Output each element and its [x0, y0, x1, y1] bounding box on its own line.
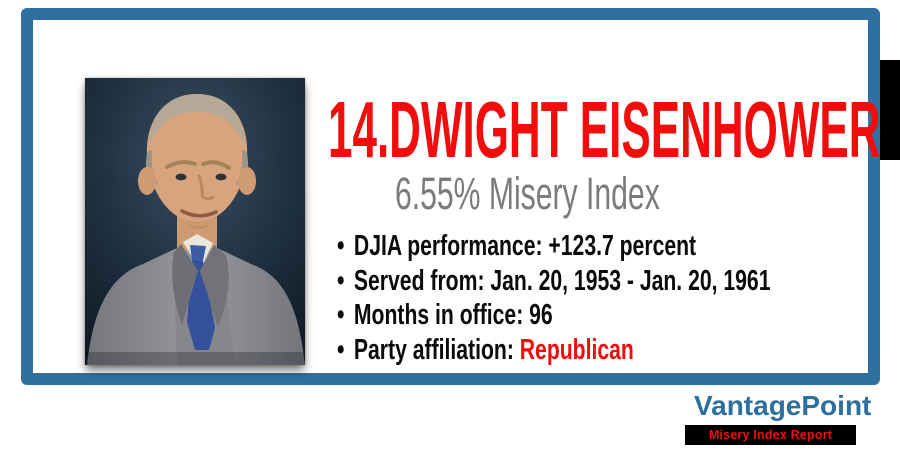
fact-months-in-office: • Months in office: 96: [337, 298, 900, 333]
party-name-highlight: Republican: [519, 333, 634, 366]
fact-party-affiliation: • Party affiliation: Republican: [337, 333, 900, 368]
fact-text: DJIA performance: +123.7 percent: [353, 230, 697, 262]
bullet-icon: •: [337, 264, 345, 297]
bullet-icon: •: [337, 299, 345, 331]
fact-text: Party affiliation:: [353, 333, 520, 366]
president-name-title: 14.DWIGHT EISENHOWER: [328, 90, 900, 170]
misery-index-subtitle: 6.55% Misery Index: [395, 171, 790, 216]
portrait-suit: [85, 234, 305, 365]
vantagepoint-logo: VantagePoint: [694, 390, 872, 421]
misery-index-value: 6.55% Misery Index: [395, 168, 660, 219]
fact-served-from: • Served from: Jan. 20, 1953 - Jan. 20, 1…: [337, 264, 900, 299]
portrait-head: [138, 94, 256, 252]
facts-list: • DJIA performance: +123.7 percent • Serve…: [337, 229, 900, 367]
tagline-text: Misery Index Report: [708, 428, 833, 442]
fact-text: Served from: Jan. 20, 1953 - Jan. 20, 19…: [353, 264, 771, 297]
fact-text: Months in office: 96: [353, 299, 553, 331]
president-name-text: 14.DWIGHT EISENHOWER: [328, 85, 881, 174]
tagline-bar: Misery Index Report: [685, 425, 856, 445]
bullet-icon: •: [337, 230, 345, 262]
president-portrait: [85, 78, 305, 365]
bullet-icon: •: [337, 333, 345, 366]
right-edge-black-tab: [879, 60, 900, 160]
portrait-illustration: [85, 78, 305, 365]
president-card: 14.DWIGHT EISENHOWER 6.55% Misery Index …: [21, 8, 880, 385]
fact-djia-performance: • DJIA performance: +123.7 percent: [337, 229, 900, 264]
